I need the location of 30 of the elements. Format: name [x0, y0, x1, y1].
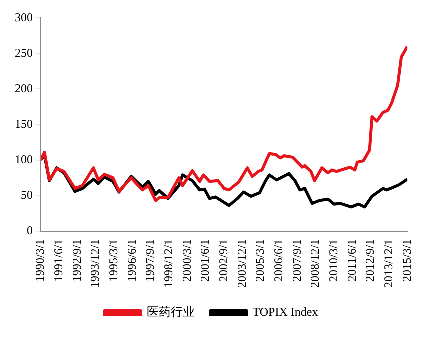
x-tick-label: 2013/12/1: [381, 239, 396, 288]
x-tick-label: 1992/9/1: [70, 239, 84, 282]
x-tick-label: 1993/12/1: [88, 239, 102, 288]
x-tick-label: 2006/6/1: [271, 239, 286, 282]
y-tick-label: 250: [15, 46, 33, 60]
x-tick-label: 2007/9/1: [290, 239, 304, 282]
x-tick-label: 2005/3/1: [253, 239, 268, 282]
x-tick-label: 1997/9/1: [143, 239, 158, 282]
x-tick-label: 2001/6/1: [198, 239, 212, 282]
x-tick-label: 1990/3/1: [33, 239, 48, 282]
x-tick-label: 2003/12/1: [234, 239, 249, 288]
x-tick-label: 2015/3/1: [400, 239, 414, 282]
y-tick-label: 300: [15, 10, 33, 24]
x-tick-label: 2000/3/1: [180, 239, 194, 282]
x-tick-label: 2012/9/1: [363, 239, 378, 282]
x-tick-label: 1998/12/1: [162, 239, 176, 288]
x-tick-label: 2008/12/1: [308, 239, 322, 288]
x-tick-label: 2011/6/1: [344, 239, 359, 282]
y-tick-label: 0: [27, 223, 33, 238]
x-tick-label: 2002/9/1: [216, 239, 231, 282]
y-tick-label: 100: [15, 152, 33, 166]
legend-label: TOPIX Index: [252, 305, 318, 320]
x-tick-label: 1991/6/1: [52, 239, 66, 282]
y-tick-label: 200: [15, 81, 33, 96]
x-tick-label: 1995/3/1: [106, 239, 120, 282]
y-tick-label: 50: [21, 188, 33, 202]
x-tick-label: 2010/3/1: [326, 239, 340, 282]
legend-label: 医药行业: [146, 305, 195, 320]
y-tick-label: 150: [15, 116, 33, 131]
x-tick-label: 1996/6/1: [124, 239, 139, 282]
